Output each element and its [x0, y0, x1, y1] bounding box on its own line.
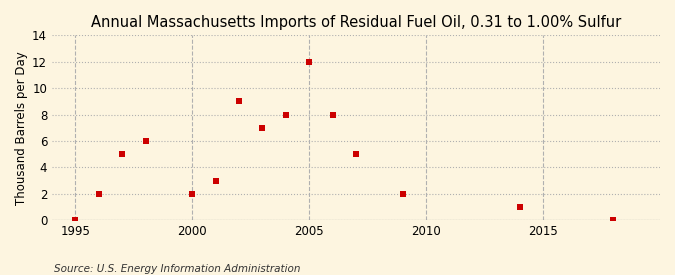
Point	[211, 178, 221, 183]
Point	[70, 218, 81, 222]
Point	[350, 152, 361, 156]
Title: Annual Massachusetts Imports of Residual Fuel Oil, 0.31 to 1.00% Sulfur: Annual Massachusetts Imports of Residual…	[91, 15, 621, 30]
Point	[257, 125, 268, 130]
Point	[187, 192, 198, 196]
Point	[608, 218, 618, 222]
Y-axis label: Thousand Barrels per Day: Thousand Barrels per Day	[15, 51, 28, 205]
Point	[304, 59, 315, 64]
Point	[398, 192, 408, 196]
Point	[327, 112, 338, 117]
Point	[117, 152, 128, 156]
Text: Source: U.S. Energy Information Administration: Source: U.S. Energy Information Administ…	[54, 264, 300, 274]
Point	[93, 192, 104, 196]
Point	[234, 99, 244, 103]
Point	[514, 205, 525, 209]
Point	[281, 112, 292, 117]
Point	[140, 139, 151, 143]
